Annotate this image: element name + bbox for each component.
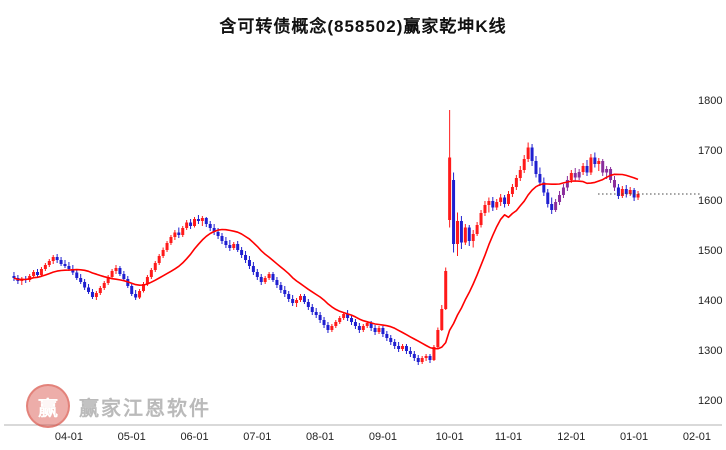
svg-text:12-01: 12-01 xyxy=(557,431,585,443)
svg-text:1300: 1300 xyxy=(698,345,722,357)
svg-text:02-01: 02-01 xyxy=(683,431,711,443)
svg-text:1800: 1800 xyxy=(698,95,722,107)
svg-text:1200: 1200 xyxy=(698,395,722,407)
svg-text:10-01: 10-01 xyxy=(436,431,464,443)
ma-line xyxy=(13,173,639,350)
svg-text:1600: 1600 xyxy=(698,195,722,207)
svg-text:09-01: 09-01 xyxy=(369,431,397,443)
svg-text:04-01: 04-01 xyxy=(55,431,83,443)
brand-name: 赢家江恩软件 xyxy=(79,397,211,420)
candles xyxy=(12,110,640,365)
brand-logo-char: 赢 xyxy=(38,397,58,420)
brand-logo-icon: 赢 xyxy=(26,384,70,428)
svg-text:07-01: 07-01 xyxy=(243,431,271,443)
svg-text:11-01: 11-01 xyxy=(495,431,522,443)
svg-text:08-01: 08-01 xyxy=(306,431,334,443)
svg-text:1700: 1700 xyxy=(698,145,722,157)
svg-text:01-01: 01-01 xyxy=(620,431,648,443)
svg-text:1500: 1500 xyxy=(698,245,722,257)
watermark: 赢 赢家江恩软件 xyxy=(26,384,211,428)
x-axis-labels: 04-01 05-01 06-01 07-01 08-01 09-01 10-01 11-01… xyxy=(55,431,711,443)
svg-text:05-01: 05-01 xyxy=(118,431,146,443)
svg-text:1400: 1400 xyxy=(698,295,722,307)
page-title: 含可转债概念(858502)赢家乾坤K线 xyxy=(219,17,507,36)
y-axis-labels: 1200 1300 1400 1500 1600 1700 1800 xyxy=(698,95,722,407)
svg-text:06-01: 06-01 xyxy=(180,431,208,443)
